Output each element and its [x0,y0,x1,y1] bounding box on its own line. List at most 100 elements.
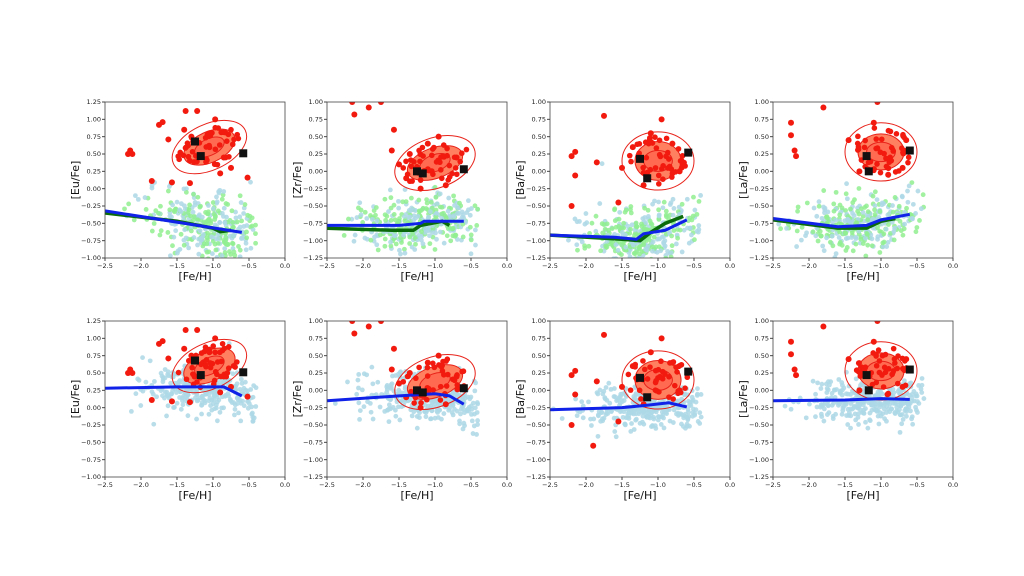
red-point [212,349,218,356]
cloud-point [332,401,338,406]
cloud-point [830,416,836,422]
cloud-point [384,383,390,388]
red-point [168,398,175,405]
cloud-point [388,385,394,391]
cloud-point [900,416,906,422]
cloud-point [878,413,884,419]
cloud-point [455,210,460,216]
cloud-point [199,393,205,399]
y-tick-label: 0.25 [87,168,101,176]
cloud-point [167,253,173,258]
red-point [845,356,852,363]
cloud-point [136,377,142,383]
red-point [406,151,413,157]
cloud-point [611,256,616,258]
cloud-point [872,189,878,195]
red-point [148,397,155,404]
y-tick-label: 0.25 [755,150,769,158]
red-point [416,147,422,154]
cloud-point [388,217,394,223]
red-point [403,158,409,165]
red-point [365,323,372,330]
cloud-point [207,395,213,401]
cloud-point [856,411,861,417]
axes-frame [772,101,954,259]
black-square-point [636,154,644,163]
cloud-point [466,207,471,213]
red-point [636,387,643,394]
cloud-point [608,386,614,392]
cloud-point [877,209,883,214]
red-point [182,108,189,115]
red-point [408,388,414,395]
cloud-point [867,417,873,423]
red-point [880,384,887,390]
black-square-point [239,368,248,377]
red-point [214,161,221,168]
red-point [408,163,415,170]
cloud-point [165,393,171,399]
cloud-point [178,231,184,237]
black-square-point [684,367,693,376]
cloud-point [877,401,882,407]
cloud-point [214,418,220,424]
cloud-point [253,385,259,391]
cloud-point [468,237,474,243]
cloud-point [681,227,687,233]
cloud-point [206,392,212,397]
cloud-point [695,386,700,392]
cloud-point [226,393,232,399]
red-point [165,355,172,362]
cloud-point [688,403,694,408]
black-square-point [905,146,914,155]
cloud-point [199,235,204,241]
cloud-point [843,208,848,213]
red-point [396,380,402,387]
red-point [894,380,901,387]
cloud-point [217,409,223,415]
y-tick-label: 0.00 [87,404,101,412]
red-point [125,370,132,376]
cloud-point [216,190,222,196]
cloud-point [247,213,253,219]
cloud-point [694,211,700,217]
cloud-point [416,197,422,203]
cloud-point [813,391,818,397]
red-point [899,164,906,171]
cloud-point [437,191,443,197]
red-point [148,178,155,185]
cloud-point [574,242,580,248]
cloud-point [663,208,669,214]
red-point [168,179,175,186]
cloud-point [887,409,893,415]
red-point [129,370,136,376]
cloud-point [821,406,827,412]
cloud-point [356,385,361,391]
cloud-point [844,413,849,418]
cloud-point [362,235,368,241]
cloud-point [816,199,822,205]
y-tick-label: 1.00 [309,98,323,106]
red-point [203,144,210,150]
cloud-point [600,230,606,236]
cloud-point [819,414,825,420]
red-point [793,372,800,379]
y-tick-label: −0.75 [81,237,101,245]
blue-model-line [105,385,243,398]
cloud-point [184,262,189,267]
cloud-point [657,236,662,242]
y-tick-label: 0.25 [532,369,546,377]
x-tick-label: −2.5 [542,481,558,489]
cloud-point [661,425,667,431]
cloud-point [651,234,657,240]
cloud-point [613,242,619,248]
cloud-point [352,232,358,238]
red-point [437,397,444,403]
red-point [439,362,446,369]
cloud-point [865,242,871,248]
cloud-point [397,417,403,423]
red-point [216,142,223,148]
red-point [647,349,654,356]
y-tick-label: 1.00 [532,317,546,325]
y-tick-label: 0.50 [309,133,323,141]
